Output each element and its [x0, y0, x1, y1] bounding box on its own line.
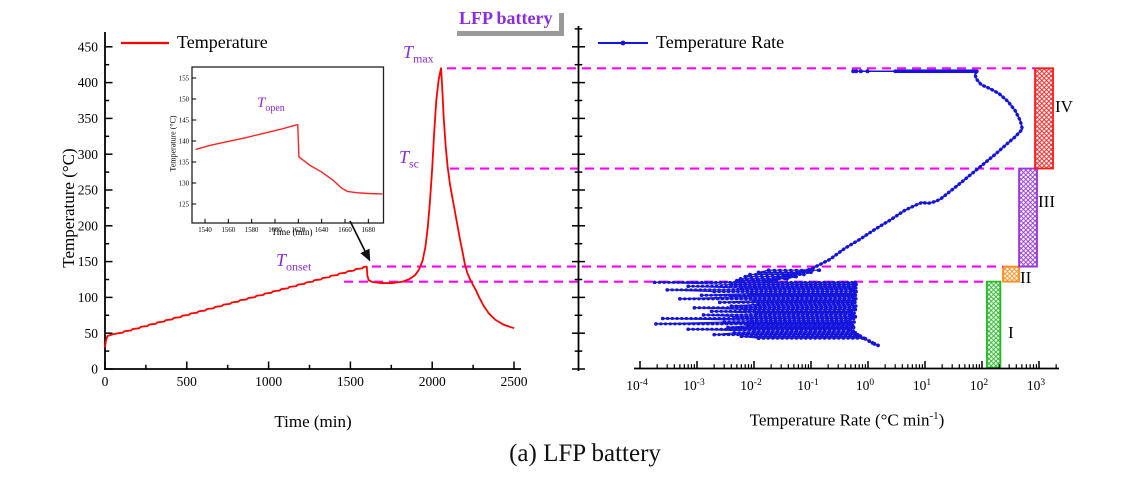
svg-text:500: 500: [177, 374, 198, 389]
legend-temperature-rate: Temperature Rate: [597, 32, 784, 53]
region-label-I: I: [1008, 323, 1014, 342]
svg-text:130: 130: [179, 180, 190, 187]
inset-pointer-arrow: [349, 220, 371, 262]
svg-text:10-1: 10-1: [797, 378, 819, 393]
inset-y-axis-title: Temperature (°C): [168, 115, 178, 172]
figure-caption: (a) LFP battery: [509, 440, 661, 467]
inset-x-axis-title: Time (min): [271, 227, 313, 237]
svg-text:2000: 2000: [419, 374, 446, 389]
inset-vent-curve: [195, 123, 383, 195]
region-label-II: II: [1020, 268, 1032, 287]
figure-title: LFP battery: [452, 8, 560, 31]
svg-text:2500: 2500: [501, 374, 528, 389]
svg-text:155: 155: [179, 75, 190, 82]
svg-text:0: 0: [91, 362, 98, 377]
right-x-axis-title: Temperature Rate (°C min-1): [749, 410, 945, 430]
svg-text:1600: 1600: [268, 227, 282, 234]
svg-text:1500: 1500: [337, 374, 364, 389]
svg-text:200: 200: [78, 218, 99, 233]
annotation-t-max: Tmax: [403, 42, 434, 66]
svg-text:135: 135: [179, 159, 190, 166]
svg-text:1620: 1620: [292, 227, 306, 234]
svg-text:450: 450: [78, 39, 99, 54]
svg-text:10-2: 10-2: [740, 378, 762, 393]
legend-temperature: Temperature: [120, 32, 268, 53]
svg-text:101: 101: [913, 378, 932, 393]
region-I-rect: [986, 280, 1002, 369]
svg-text:1000: 1000: [255, 374, 282, 389]
svg-text:145: 145: [179, 117, 190, 124]
svg-text:100: 100: [78, 290, 99, 305]
legend-temperature-label: Temperature: [177, 32, 268, 52]
svg-text:400: 400: [78, 75, 99, 90]
region-label-IV: IV: [1055, 97, 1073, 116]
svg-text:1640: 1640: [315, 227, 329, 234]
svg-text:10-3: 10-3: [683, 378, 705, 393]
svg-text:100: 100: [856, 378, 875, 393]
svg-text:1580: 1580: [245, 227, 259, 234]
temperature-curve: [104, 67, 515, 348]
svg-text:50: 50: [85, 326, 99, 341]
legend-temperature-line-swatch: [121, 41, 169, 44]
svg-text:250: 250: [78, 183, 99, 198]
annotation-t-open: Topen: [257, 95, 285, 114]
svg-text:0: 0: [102, 374, 109, 389]
legend-temperature-rate-label: Temperature Rate: [656, 32, 785, 52]
left-y-axis-title: Temperature (°C): [59, 148, 78, 268]
left-x-axis-title: Time (min): [274, 412, 352, 431]
annotation-t-onset: Tonset: [276, 250, 312, 274]
svg-text:1660: 1660: [338, 227, 352, 234]
svg-text:1680: 1680: [362, 227, 376, 234]
svg-text:125: 125: [179, 201, 190, 208]
legend-temperature-rate-line-swatch: [598, 40, 648, 45]
svg-text:150: 150: [179, 96, 190, 103]
annotation-t-sc: Tsc: [399, 147, 420, 171]
region-II-rect: [1002, 265, 1020, 283]
svg-text:350: 350: [78, 111, 99, 126]
region-III-rect: [1018, 167, 1038, 268]
region-IV-rect: [1034, 67, 1054, 170]
svg-text:1560: 1560: [222, 227, 236, 234]
region-label-III: III: [1038, 192, 1055, 211]
svg-text:102: 102: [970, 378, 989, 393]
svg-text:1540: 1540: [198, 227, 212, 234]
svg-text:103: 103: [1027, 378, 1046, 393]
svg-text:150: 150: [78, 254, 99, 269]
svg-text:300: 300: [78, 147, 99, 162]
svg-text:140: 140: [179, 138, 190, 145]
svg-text:10-4: 10-4: [626, 378, 648, 393]
